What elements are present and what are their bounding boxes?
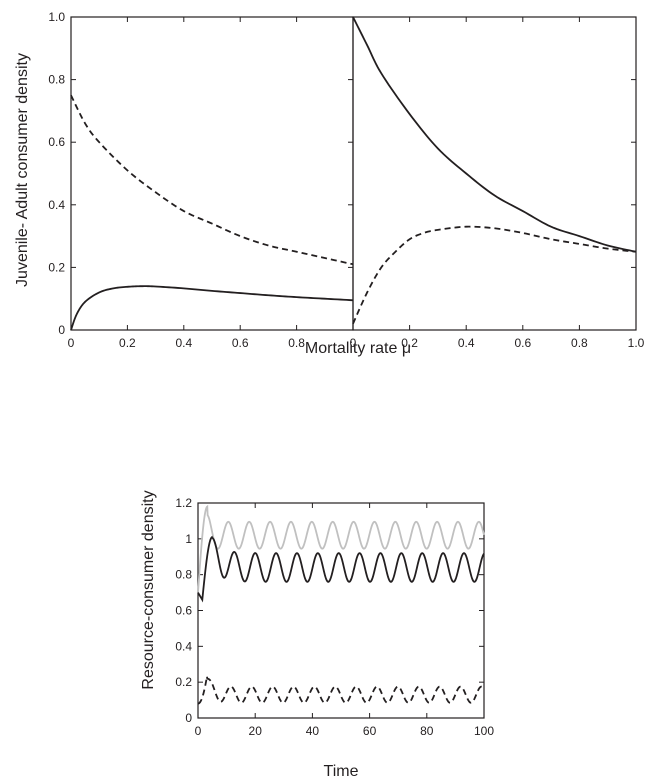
x-tick-label: 60 [363, 724, 377, 738]
y-tick-label: 0.4 [175, 639, 192, 653]
y-tick-label: 0.6 [48, 135, 65, 149]
series-line-solid-1 [197, 535, 485, 603]
x-tick-label: 80 [420, 724, 434, 738]
y-tick-label: 1.2 [175, 496, 192, 510]
plot-frame [352, 16, 637, 331]
y-tick-label: 0.8 [48, 73, 65, 87]
y-axis-label-top: Juvenile- Adult consumer density [14, 53, 31, 287]
series-line-solid-1 [70, 285, 354, 331]
series-line-solid-0 [352, 16, 637, 253]
x-tick-label: 0.4 [175, 336, 192, 350]
plot-frame [197, 502, 485, 719]
y-axis-label-bottom: Resource-consumer density [140, 490, 157, 689]
series-line-dashed-0 [70, 94, 354, 266]
x-axis-label-bottom: Time [324, 763, 359, 780]
y-tick-label: 0 [185, 711, 192, 725]
x-tick-label: 0.2 [401, 336, 418, 350]
y-tick-label: 0.6 [175, 604, 192, 618]
y-tick-label: 1.0 [48, 10, 65, 24]
y-tick-label: 0.8 [175, 568, 192, 582]
x-tick-label: 0.6 [232, 336, 249, 350]
y-tick-label: 0.4 [48, 198, 65, 212]
x-tick-label: 0 [68, 336, 75, 350]
x-tick-label: 0.8 [288, 336, 305, 350]
y-tick-label: 0.2 [175, 675, 192, 689]
y-tick-label: 0 [58, 323, 65, 337]
series-line-dashed-1 [352, 225, 637, 325]
x-tick-label: 20 [249, 724, 263, 738]
x-tick-label: 0.6 [514, 336, 531, 350]
y-tick-label: 0.2 [48, 260, 65, 274]
x-axis-label-top: Mortality rate μ [305, 340, 411, 357]
y-tick-label: 1 [185, 532, 192, 546]
x-tick-label: 0.8 [571, 336, 588, 350]
x-tick-label: 0 [350, 336, 357, 350]
panel-top-left: 0 0.2 0.4 0.6 0.8 0 0.2 0.4 0.6 0.8 1.0 [48, 10, 354, 350]
x-tick-label: 100 [474, 724, 494, 738]
x-tick-label: 0.4 [458, 336, 475, 350]
panel-bottom: 0 20 40 60 80 100 0 0.2 0.4 0.6 0.8 1 1.2 [175, 496, 494, 738]
panel-top-right: 0 0.2 0.4 0.6 0.8 1.0 [350, 16, 645, 350]
plot-frame [70, 16, 354, 331]
x-tick-label: 0 [195, 724, 202, 738]
series-line-dashed-2 [197, 676, 485, 705]
x-tick-label: 1.0 [628, 336, 645, 350]
series-line-solid-0 [197, 504, 485, 593]
x-tick-label: 40 [306, 724, 320, 738]
x-tick-label: 0.2 [119, 336, 136, 350]
